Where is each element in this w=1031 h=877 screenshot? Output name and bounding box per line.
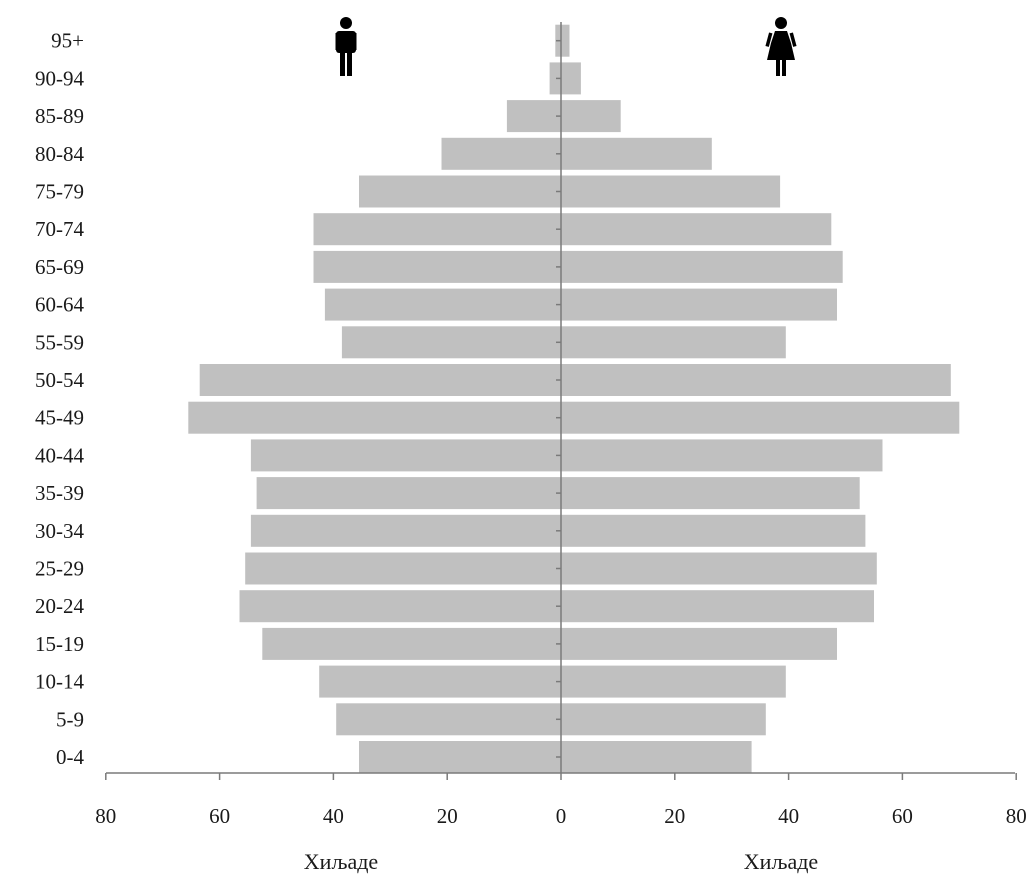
y-tick-label: 15-19 — [35, 632, 84, 656]
bar-female-65-69 — [561, 250, 843, 283]
x-tick-label: 0 — [556, 804, 567, 828]
male-icon — [335, 17, 357, 76]
x-tick-label: 80 — [95, 804, 116, 828]
bar-female-10-14 — [561, 665, 786, 698]
bar-male-40-44 — [250, 439, 561, 472]
age-group-labels: 0-4 5-9 10-14 15-19 20-24 25-29 30-34 35-39 40-4… — [35, 29, 84, 769]
x-tick-label: 60 — [892, 804, 913, 828]
bar-male-60-64 — [324, 288, 561, 321]
bar-female-60-64 — [561, 288, 837, 321]
x-tick-label: 40 — [778, 804, 799, 828]
bar-female-85-89 — [561, 100, 621, 133]
y-tick-label: 95+ — [51, 29, 84, 53]
y-tick-label: 30-34 — [35, 519, 84, 543]
bar-female-55-59 — [561, 326, 786, 359]
bar-male-80-84 — [441, 137, 561, 170]
y-tick-label: 60-64 — [35, 293, 84, 317]
x-axis-title-left: Хиљаде — [304, 849, 378, 874]
bar-male-25-29 — [245, 552, 561, 585]
bar-male-50-54 — [199, 364, 561, 396]
y-tick-label: 75-79 — [35, 180, 84, 204]
y-tick-label: 40-44 — [35, 443, 84, 467]
y-tick-label: 45-49 — [35, 406, 84, 430]
y-tick-label: 10-14 — [35, 670, 84, 694]
bar-male-35-39 — [256, 477, 561, 510]
bar-male-0-4 — [359, 741, 561, 773]
bar-female-5-9 — [561, 703, 766, 736]
x-tick-label: 40 — [323, 804, 344, 828]
bar-male-45-49 — [188, 401, 562, 434]
bar-female-40-44 — [561, 439, 883, 472]
bar-female-50-54 — [561, 364, 951, 396]
bar-female-25-29 — [561, 552, 877, 585]
bar-female-35-39 — [561, 477, 860, 510]
y-tick-label: 65-69 — [35, 255, 84, 279]
y-tick-label: 25-29 — [35, 557, 84, 581]
bar-male-10-14 — [319, 665, 561, 698]
y-tick-label: 50-54 — [35, 368, 84, 392]
bar-female-95-plus — [561, 24, 570, 57]
bar-male-15-19 — [262, 627, 561, 660]
y-tick-label: 70-74 — [35, 217, 84, 241]
y-tick-label: 80-84 — [35, 142, 84, 166]
bar-male-30-34 — [250, 514, 561, 547]
x-tick-label: 20 — [664, 804, 685, 828]
y-tick-label: 35-39 — [35, 481, 84, 505]
bar-male-20-24 — [239, 590, 561, 623]
y-tick-label: 0-4 — [56, 745, 84, 769]
bar-female-75-79 — [561, 175, 781, 208]
bar-female-30-34 — [561, 514, 866, 547]
bar-female-20-24 — [561, 590, 874, 623]
female-icon — [765, 17, 797, 76]
bar-female-80-84 — [561, 137, 712, 170]
y-tick-label: 5-9 — [56, 707, 84, 731]
y-tick-label: 90-94 — [35, 66, 84, 90]
x-axis-title-right: Хиљаде — [744, 849, 818, 874]
x-tick-label: 20 — [437, 804, 458, 828]
bar-male-70-74 — [313, 213, 561, 246]
bar-female-45-49 — [561, 401, 960, 434]
bar-male-5-9 — [336, 703, 561, 736]
bar-male-90-94 — [549, 62, 561, 95]
bar-female-0-4 — [561, 741, 752, 773]
y-tick-label: 55-59 — [35, 330, 84, 354]
x-tick-label: 80 — [1006, 804, 1027, 828]
bars-group — [188, 24, 960, 773]
bar-male-75-79 — [359, 175, 561, 208]
y-tick-label: 20-24 — [35, 594, 84, 618]
bar-female-70-74 — [561, 213, 832, 246]
bar-male-85-89 — [506, 100, 561, 133]
x-axis-ticks: 80 60 40 20 0 20 40 60 80 — [95, 39, 1027, 828]
x-tick-label: 60 — [209, 804, 230, 828]
bar-male-65-69 — [313, 250, 561, 283]
bar-male-55-59 — [341, 326, 561, 359]
bar-female-90-94 — [561, 62, 581, 95]
y-tick-label: 85-89 — [35, 104, 84, 128]
bar-female-15-19 — [561, 627, 837, 660]
